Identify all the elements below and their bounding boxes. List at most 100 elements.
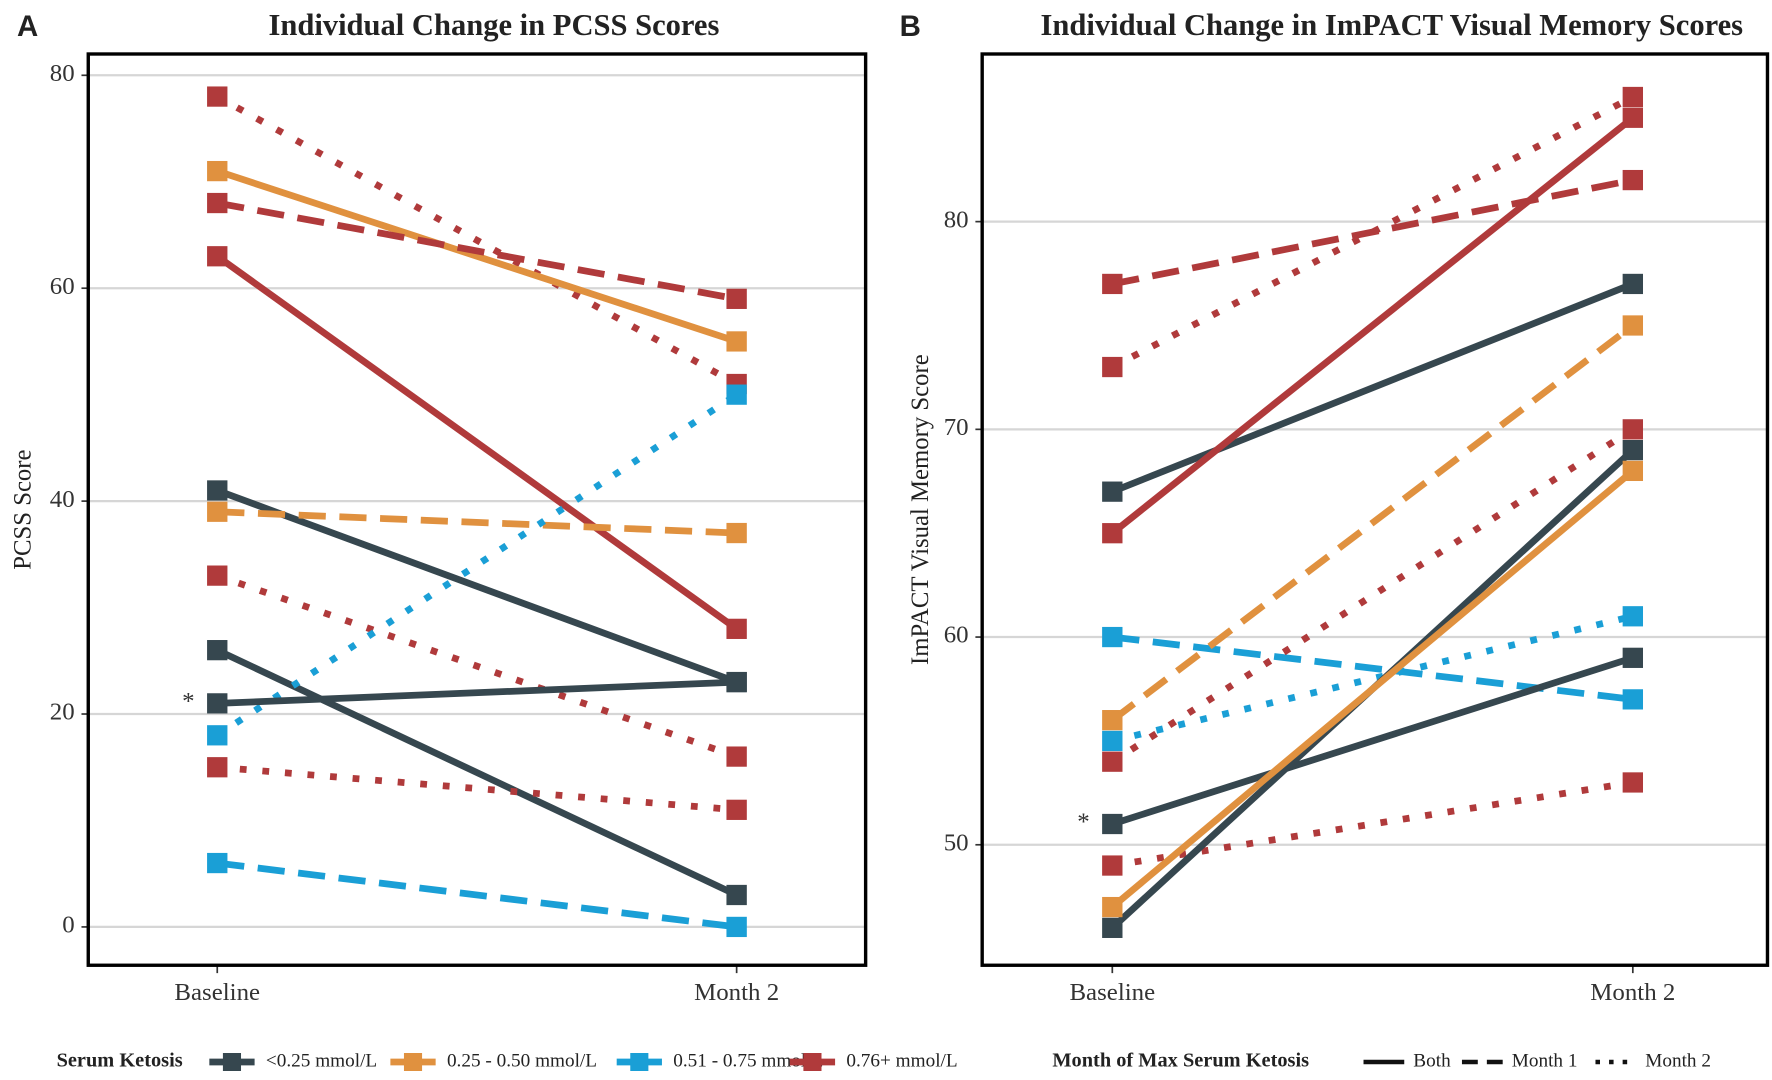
panel-label: B — [900, 10, 921, 43]
point-marker — [726, 618, 747, 639]
point-marker — [726, 288, 747, 309]
y-tick-label: 60 — [944, 622, 969, 649]
legend-label: 0.76+ mmol/L — [846, 1050, 957, 1071]
point-marker — [1102, 356, 1123, 378]
point-marker — [207, 86, 228, 107]
point-marker — [1102, 523, 1123, 544]
annotation: * — [182, 688, 194, 715]
point-marker — [726, 331, 747, 352]
legend-label: Both — [1413, 1050, 1451, 1071]
point-marker — [1622, 689, 1644, 710]
point-marker — [1102, 813, 1123, 835]
legend-label: 0.51 - 0.75 mmol/L — [673, 1050, 823, 1071]
point-marker — [726, 384, 747, 405]
series-line — [1110, 115, 1635, 536]
point-marker — [1622, 86, 1644, 108]
point-marker — [1102, 751, 1123, 772]
point-marker — [726, 799, 747, 820]
point-marker — [1622, 439, 1644, 461]
y-tick-label: 80 — [50, 60, 75, 87]
series-line — [1110, 426, 1635, 765]
legend-label: Month 2 — [1645, 1050, 1711, 1071]
point-marker — [207, 160, 228, 182]
series-line — [216, 763, 737, 814]
series-line — [1111, 633, 1634, 703]
legend-key-marker — [222, 1053, 242, 1071]
series-line — [1111, 654, 1634, 828]
point-marker — [726, 916, 747, 938]
series-line — [216, 487, 738, 686]
series-line — [1111, 280, 1635, 495]
series-line — [217, 678, 737, 707]
point-marker — [726, 522, 747, 544]
annotation: * — [1077, 809, 1089, 836]
series-line — [1110, 322, 1635, 723]
point-marker — [207, 480, 228, 501]
point-marker — [1622, 606, 1644, 627]
series-line — [216, 167, 738, 345]
point-marker — [1102, 730, 1123, 752]
x-tick-label: Baseline — [1069, 979, 1155, 1006]
point-marker — [207, 852, 228, 874]
point-marker — [207, 192, 228, 214]
series-line — [216, 859, 738, 931]
y-tick-label: 20 — [50, 699, 75, 726]
chart-title: Individual Change in ImPACT Visual Memor… — [1041, 8, 1744, 42]
point-marker — [1102, 710, 1123, 731]
point-marker — [207, 693, 228, 714]
y-axis-title: ImPACT Visual Memory Score — [907, 354, 934, 665]
point-marker — [1622, 169, 1644, 191]
point-marker — [1102, 855, 1123, 876]
series-line — [1110, 468, 1636, 910]
y-tick-label: 40 — [50, 486, 75, 513]
panel-label: A — [17, 10, 38, 43]
y-tick-label: 60 — [50, 273, 75, 300]
y-axis-title: PCSS Score — [10, 449, 37, 569]
legend-title: Serum Ketosis — [57, 1050, 183, 1072]
series-line — [1111, 176, 1634, 288]
point-marker — [1102, 481, 1123, 502]
point-marker — [207, 757, 228, 778]
plot-frame — [980, 52, 1770, 967]
point-marker — [1102, 626, 1123, 648]
legend-label: 0.25 - 0.50 mmol/L — [447, 1050, 597, 1071]
y-tick-label: 50 — [944, 830, 969, 857]
point-marker — [1102, 917, 1123, 938]
y-tick-label: 0 — [62, 912, 74, 939]
point-marker — [207, 640, 228, 661]
y-tick-label: 80 — [944, 206, 969, 233]
legend-key-marker — [403, 1053, 423, 1071]
point-marker — [207, 565, 228, 586]
legend-label: <0.25 mmol/L — [266, 1050, 377, 1071]
point-marker — [207, 246, 228, 267]
point-marker — [726, 671, 747, 693]
point-marker — [207, 725, 228, 746]
legend-key-marker — [803, 1053, 822, 1071]
point-marker — [1102, 896, 1123, 918]
plot-frame — [86, 52, 868, 967]
x-tick-label: Month 2 — [694, 979, 779, 1006]
series-line — [215, 93, 739, 387]
series-line — [216, 199, 738, 303]
series-line — [216, 572, 738, 760]
legend-key-marker — [630, 1053, 649, 1071]
point-marker — [1102, 273, 1123, 295]
y-tick-label: 70 — [944, 414, 969, 441]
chart-title: Individual Change in PCSS Scores — [268, 8, 719, 42]
legend-title: Month of Max Serum Ketosis — [1052, 1050, 1309, 1072]
legend-label: Month 1 — [1512, 1050, 1578, 1071]
series-line — [215, 647, 739, 899]
point-marker — [1622, 647, 1644, 668]
x-tick-label: Month 2 — [1590, 979, 1675, 1006]
point-marker — [1622, 315, 1644, 336]
point-marker — [1622, 107, 1644, 128]
point-marker — [1622, 273, 1644, 295]
point-marker — [726, 884, 747, 906]
x-tick-label: Baseline — [174, 979, 260, 1006]
point-marker — [1622, 772, 1644, 793]
point-marker — [1622, 460, 1644, 482]
point-marker — [207, 501, 228, 522]
point-marker — [1622, 419, 1644, 440]
point-marker — [726, 746, 747, 767]
